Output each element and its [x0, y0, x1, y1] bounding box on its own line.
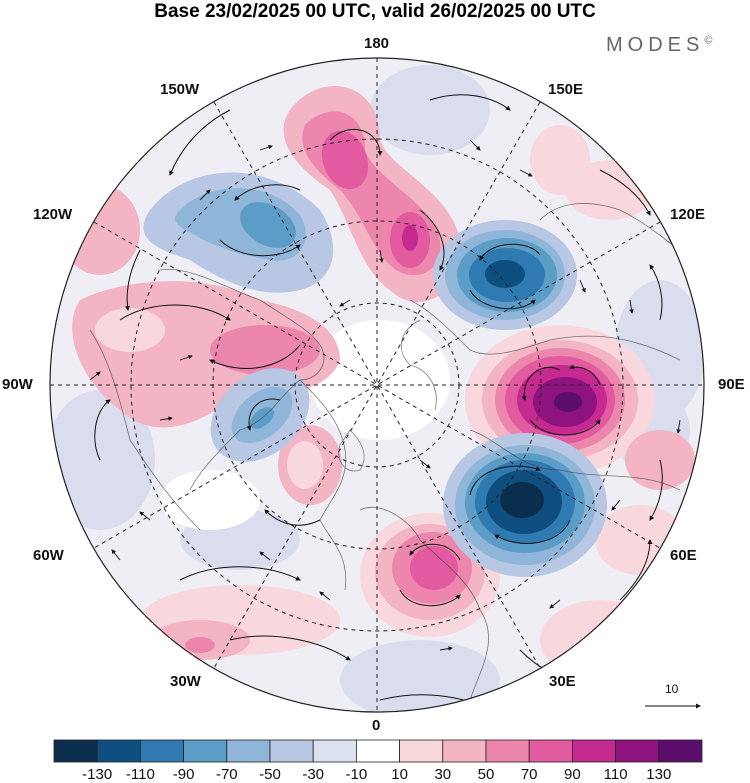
- colorbar-tick-label: 30: [434, 766, 452, 783]
- lon-label-150w: 150W: [160, 81, 200, 98]
- colorbar-segment: [615, 739, 660, 763]
- colorbar-tick-label: 10: [391, 766, 408, 783]
- lon-label-90e: 90E: [718, 376, 745, 393]
- map-border: [49, 57, 705, 713]
- colorbar-segment: [399, 739, 444, 763]
- colorbar-tick-label: -10: [345, 766, 368, 783]
- reference-vector-label: 10: [665, 682, 679, 696]
- brand-logo: MODES©: [606, 34, 712, 57]
- anomaly-russia-positive: [465, 325, 655, 475]
- colorbar-tick-label: 50: [477, 766, 495, 783]
- graticule: [50, 58, 704, 712]
- colorbar-segment: [53, 739, 98, 763]
- lon-label-60w: 60W: [33, 547, 64, 564]
- colorbar-segment: [572, 739, 617, 763]
- brand-mark: ©: [704, 34, 713, 47]
- colorbar-segment: [96, 739, 141, 763]
- colorbar: [53, 739, 703, 763]
- colorbar-tick-label: -130: [82, 766, 113, 783]
- colorbar-segment: [183, 739, 228, 763]
- lon-label-30w: 30W: [170, 673, 201, 690]
- colorbar-tick-label: -110: [125, 766, 155, 783]
- colorbar-tick-label: 130: [646, 766, 672, 783]
- colorbar-tick-label: -70: [215, 766, 238, 783]
- anomaly-ne-pacific-positive: [283, 86, 462, 302]
- colorbar-tick-label: 70: [520, 766, 538, 783]
- wind-vectors: [89, 139, 681, 651]
- anomaly-east-siberia-negative: [433, 220, 577, 330]
- anomaly-central-asia-negative: [443, 433, 607, 577]
- colorbar-segment: [139, 739, 184, 763]
- colorbar-segment: [312, 739, 357, 763]
- lon-label-150e: 150E: [548, 81, 584, 98]
- lon-label-90w: 90W: [2, 376, 33, 393]
- coastlines: [89, 203, 701, 701]
- colorbar-segment: [485, 739, 530, 763]
- brand-name: MODES: [606, 34, 705, 56]
- colorbar-segment: [528, 739, 573, 763]
- lon-label-0: 0: [372, 717, 381, 734]
- colorbar-tick-label: 110: [603, 766, 628, 783]
- colorbar-segment: [355, 739, 400, 763]
- lon-label-60e: 60E: [670, 547, 697, 564]
- colorbar-segment: [269, 739, 314, 763]
- lon-label-120e: 120E: [670, 206, 706, 223]
- lon-label-120w: 120W: [33, 206, 73, 223]
- lon-label-180: 180: [364, 35, 390, 52]
- colorbar-tick-label: -90: [172, 766, 195, 783]
- colorbar-segment: [442, 739, 487, 763]
- colorbar-segment: [658, 739, 703, 763]
- colorbar-tick-label: -50: [259, 766, 281, 783]
- wind-streamlines: [94, 94, 663, 711]
- map-disc: [50, 58, 704, 712]
- colorbar-tick-label: -30: [302, 766, 325, 783]
- colorbar-segment: [226, 739, 271, 763]
- colorbar-tick-label: 90: [564, 766, 581, 783]
- map-title: Base 23/02/2025 00 UTC, valid 26/02/2025…: [154, 1, 596, 22]
- lon-label-30e: 30E: [549, 673, 576, 690]
